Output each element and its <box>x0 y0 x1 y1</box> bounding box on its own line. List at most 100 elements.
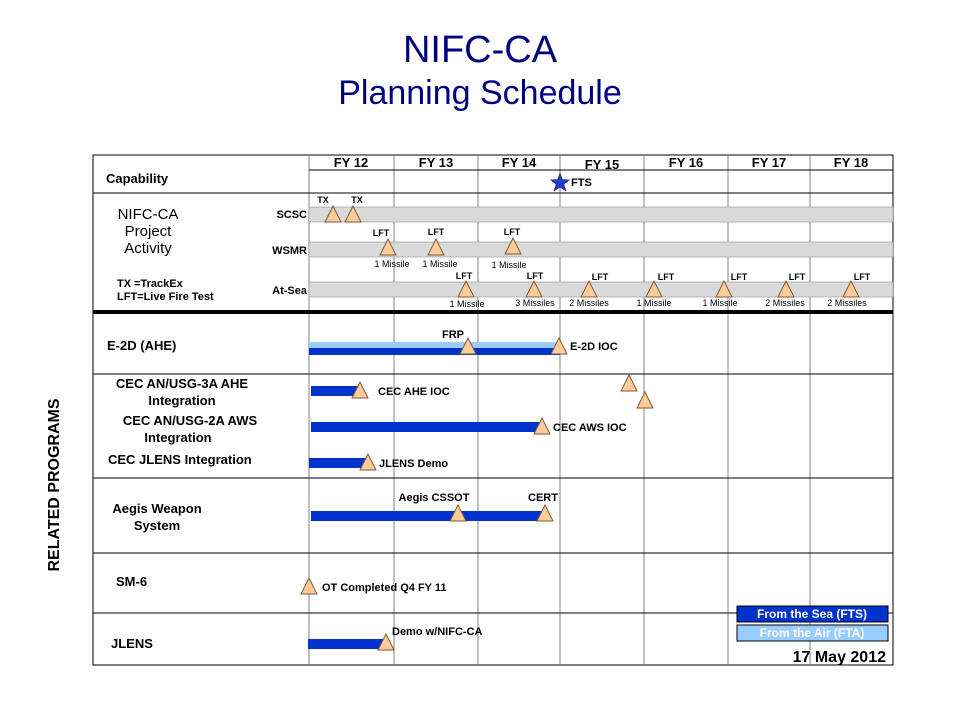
aegis-cssot-label: Aegis CSSOT <box>399 492 470 504</box>
legend-air-swatch <box>736 624 889 642</box>
track-bands <box>308 206 894 298</box>
milestone-triangle-icon <box>459 336 477 355</box>
lft-label: LFT <box>456 271 473 281</box>
cec-ahe-label: Integration <box>148 393 215 408</box>
track-label-scsc: SCSC <box>276 209 307 221</box>
milestone-triangle-icon <box>300 576 318 595</box>
track-label-at-sea: At-Sea <box>272 285 308 297</box>
jlens-bar <box>308 639 386 649</box>
milestone-triangle-icon <box>580 279 598 298</box>
milestone-triangle-icon <box>344 204 362 223</box>
cec-aws-label: CEC AN/USG-2A AWS <box>123 413 258 428</box>
jlens-label: JLENS <box>111 636 153 651</box>
grid-lines <box>308 155 811 665</box>
jlens-demo-label: JLENS Demo <box>379 458 448 470</box>
milestone-triangle-icon <box>777 279 795 298</box>
milestone-triangle-icon <box>324 204 342 223</box>
lft-label: LFT <box>527 271 544 281</box>
ot-completed-label: OT Completed Q4 FY 11 <box>322 582 447 594</box>
cec-aws-label: Integration <box>144 430 211 445</box>
missile-count: 1 Missile <box>491 260 526 270</box>
slide-title: NIFC-CA <box>403 29 558 71</box>
row-dividers <box>93 169 893 614</box>
e2d-bar <box>309 348 560 355</box>
e2d-ioc-label: E-2D IOC <box>570 341 618 353</box>
fy-header: FY 13 <box>419 155 453 170</box>
milestone-triangle-icon <box>457 279 475 298</box>
program-bars <box>308 342 560 649</box>
aegis-label: Aegis Weapon <box>112 501 201 516</box>
fts-label: FTS <box>571 177 592 189</box>
date-label: 17 May 2012 <box>793 649 887 666</box>
milestone-triangle-icon <box>504 236 522 255</box>
fy-header: FY 16 <box>669 155 703 170</box>
legend-sea-swatch <box>736 605 889 623</box>
milestone-triangle-icon <box>427 237 445 256</box>
fts-star-icon <box>549 172 571 192</box>
legend-sea-label: From the Sea (FTS) <box>757 607 867 621</box>
milestone-triangle-icon <box>449 503 467 522</box>
lft-label: LFT <box>428 227 445 237</box>
project-activity-label: Project <box>125 223 173 240</box>
milestone-triangle-icon <box>620 373 638 392</box>
milestone-triangle-icon <box>550 336 568 355</box>
lft-label: LFT <box>731 272 748 282</box>
cec-aws-ioc-label: CEC AWS IOC <box>553 422 627 434</box>
e2d-light-bar <box>309 342 560 348</box>
missile-count: 1 Missile <box>449 299 484 309</box>
related-programs-label: RELATED PROGRAMS <box>46 398 63 571</box>
lft-label: LFT <box>504 227 521 237</box>
fy-header: FY 14 <box>502 155 537 170</box>
capability-label: Capability <box>106 171 169 186</box>
lft-label: LFT <box>658 272 675 282</box>
milestone-triangle-icon <box>715 279 733 298</box>
missile-count: 1 Missile <box>702 298 737 308</box>
e2d-label: E-2D (AHE) <box>107 338 176 353</box>
frp-label: FRP <box>442 329 464 341</box>
missile-count: 1 Missile <box>422 259 457 269</box>
cec-jlens-bar <box>309 458 367 468</box>
project-activity-label: NIFC-CA <box>118 206 179 223</box>
lft-label: LFT <box>789 272 806 282</box>
sm6-label: SM-6 <box>116 574 147 589</box>
milestone-triangle-icon <box>351 380 369 399</box>
legend-lft: LFT=Live Fire Test <box>117 291 214 303</box>
cec-aws-bar <box>311 422 542 432</box>
fy-header: FY 17 <box>752 155 786 170</box>
missile-count: 2 Missiles <box>827 298 867 308</box>
demo-nifc-label: Demo w/NIFC-CA <box>392 626 483 638</box>
slide-subtitle: Planning Schedule <box>338 74 622 112</box>
legend-air-label: From the Air (FTA) <box>760 626 865 640</box>
fy-header: FY 15 <box>585 157 619 172</box>
tx-label: TX <box>351 195 363 205</box>
fy-headers: FY 12 FY 13 FY 14 FY 15 FY 16 FY 17 FY 1… <box>334 155 868 172</box>
project-activity-label: Activity <box>124 240 172 257</box>
milestone-triangle-icon <box>379 237 397 256</box>
aegis-bar <box>311 511 545 521</box>
milestone-triangle-icon <box>525 279 543 298</box>
missile-count: 1 Missile <box>374 259 409 269</box>
milestone-triangle-icon <box>645 279 663 298</box>
missile-count: 2 Missiles <box>765 298 805 308</box>
milestone-triangle-icon <box>842 279 860 298</box>
fy-header: FY 18 <box>834 155 868 170</box>
cec-ahe-bar <box>311 386 360 396</box>
missile-count: 2 Missiles <box>569 298 609 308</box>
lft-label: LFT <box>854 272 871 282</box>
milestone-triangle-icon <box>636 390 654 409</box>
aegis-label: System <box>134 518 180 533</box>
cec-ahe-ioc-label: CEC AHE IOC <box>378 386 450 398</box>
milestone-triangle-icon <box>377 632 395 651</box>
cert-label: CERT <box>528 492 558 504</box>
schedule-frame <box>92 154 894 666</box>
tx-label: TX <box>317 195 329 205</box>
cec-ahe-label: CEC AN/USG-3A AHE <box>116 376 249 391</box>
lft-label: LFT <box>373 228 390 238</box>
milestone-triangle-icon <box>536 503 554 522</box>
fy-header: FY 12 <box>334 155 368 170</box>
milestone-triangle-icon <box>533 416 551 435</box>
milestones <box>300 204 860 651</box>
cec-jlens-label: CEC JLENS Integration <box>108 452 252 467</box>
legend-trackex: TX =TrackEx <box>117 278 184 290</box>
